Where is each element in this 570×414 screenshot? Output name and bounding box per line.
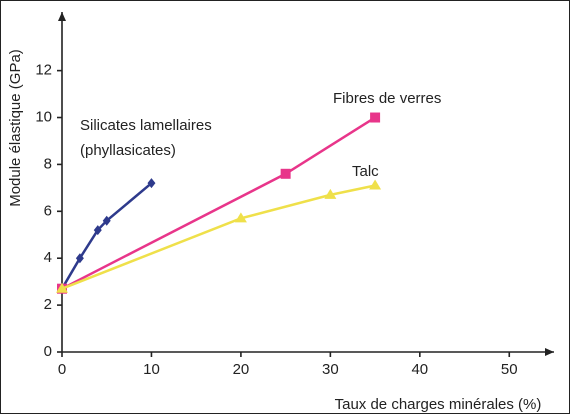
marker — [56, 282, 68, 293]
x-tick-label: 40 — [411, 361, 428, 378]
marker — [280, 168, 291, 179]
x-tick-label: 50 — [501, 361, 518, 378]
x-tick-label: 20 — [233, 361, 250, 378]
x-axis-label: Taux de charges minérales (%) — [335, 396, 542, 413]
x-tick-label: 10 — [143, 361, 160, 378]
y-tick-label: 6 — [44, 202, 52, 219]
y-tick-label: 8 — [44, 155, 52, 172]
y-tick-label: 4 — [44, 249, 52, 266]
y-axis-arrow — [58, 12, 66, 21]
x-axis-arrow — [545, 348, 554, 356]
y-tick-label: 0 — [44, 343, 52, 360]
marker — [147, 178, 156, 189]
marker — [102, 215, 111, 226]
marker — [75, 253, 84, 264]
y-tick-label: 10 — [35, 108, 52, 125]
annotation: Fibres de verres — [333, 90, 441, 107]
marker — [369, 179, 382, 190]
y-tick-label: 12 — [35, 62, 52, 79]
series-line — [61, 184, 376, 290]
annotation: Silicates lamellaires — [80, 117, 212, 134]
y-tick-label: 2 — [44, 296, 52, 313]
x-tick-label: 0 — [58, 361, 66, 378]
annotation: Talc — [352, 163, 379, 180]
marker — [234, 212, 247, 223]
y-axis-label: Module élastique (GPa) — [7, 49, 24, 207]
annotation: (phyllasicates) — [80, 142, 176, 159]
x-tick-label: 30 — [322, 361, 339, 378]
marker — [324, 188, 337, 199]
marker — [93, 225, 102, 236]
marker — [370, 112, 381, 123]
